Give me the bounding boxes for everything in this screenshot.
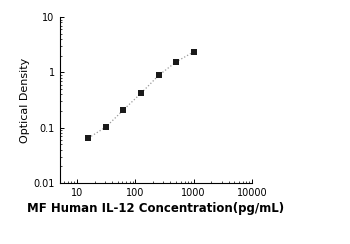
- X-axis label: MF Human IL-12 Concentration(pg/mL): MF Human IL-12 Concentration(pg/mL): [27, 202, 284, 215]
- Y-axis label: Optical Density: Optical Density: [21, 57, 30, 143]
